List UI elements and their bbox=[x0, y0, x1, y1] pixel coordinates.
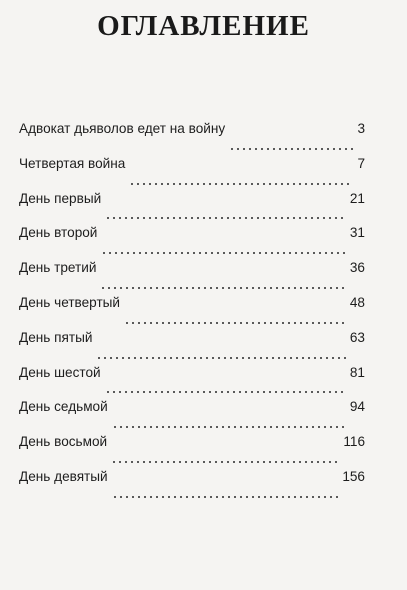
dot-leader bbox=[100, 286, 346, 289]
toc-entry-title: День четвертый bbox=[19, 294, 121, 310]
toc-entry-title: День девятый bbox=[19, 468, 108, 484]
toc-entry-page: 3 bbox=[357, 121, 365, 136]
toc-entry-title: Адвокат дьяволов едет на войну bbox=[19, 121, 226, 136]
toc-entry-title: День пятый bbox=[19, 329, 93, 345]
toc-entry-title: День первый bbox=[19, 190, 102, 206]
toc-entry-page: 7 bbox=[357, 155, 365, 171]
toc-entry-page: 156 bbox=[342, 468, 365, 484]
toc-entry: День второй 31 bbox=[19, 224, 365, 259]
toc-entry-title: День третий bbox=[19, 260, 97, 276]
dot-leader bbox=[104, 391, 346, 394]
dot-leader bbox=[96, 356, 346, 359]
dot-leader bbox=[111, 426, 346, 429]
dot-leader bbox=[129, 182, 354, 185]
toc-entry: День пятый 63 bbox=[19, 329, 365, 364]
toc-entry: День шестой 81 bbox=[19, 364, 365, 399]
toc-entry-page: 81 bbox=[349, 364, 365, 380]
dot-leader bbox=[111, 495, 339, 498]
toc-entry-page: 116 bbox=[343, 434, 365, 450]
toc-entry-page: 36 bbox=[349, 260, 365, 276]
toc-entry: День третий 36 bbox=[19, 259, 365, 294]
dot-leader bbox=[105, 217, 346, 220]
toc-entry-page: 48 bbox=[349, 294, 365, 310]
toc-entry: Четвертая война 7 bbox=[19, 155, 365, 190]
toc-entry: День первый 21 bbox=[19, 190, 365, 225]
dot-leader bbox=[111, 460, 340, 463]
toc-entry: День восьмой 116 bbox=[19, 433, 365, 468]
toc-entry-title: День второй bbox=[19, 225, 98, 241]
page-title: ОГЛАВЛЕНИЕ bbox=[97, 10, 310, 42]
toc-entry: День девятый 156 bbox=[19, 468, 365, 503]
toc-entry: День четвертый 48 bbox=[19, 294, 365, 329]
toc-entry-title: День седьмой bbox=[19, 399, 108, 415]
toc-entry-page: 31 bbox=[349, 225, 365, 241]
dot-leader bbox=[101, 252, 346, 255]
toc-entry-page: 63 bbox=[349, 329, 365, 345]
toc-entry-title: День шестой bbox=[19, 364, 101, 380]
dot-leader bbox=[229, 147, 354, 150]
toc-entry: Адвокат дьяволов едет на войну 3 bbox=[19, 120, 365, 155]
toc-entry-page: 21 bbox=[349, 190, 365, 206]
table-of-contents: Адвокат дьяволов едет на войну 3 Четверт… bbox=[19, 120, 365, 503]
toc-entry-title: Четвертая война bbox=[19, 155, 126, 171]
toc-entry-page: 94 bbox=[349, 399, 365, 415]
toc-entry: День седьмой 94 bbox=[19, 398, 365, 433]
toc-entry-title: День восьмой bbox=[19, 434, 108, 450]
dot-leader bbox=[124, 321, 346, 324]
